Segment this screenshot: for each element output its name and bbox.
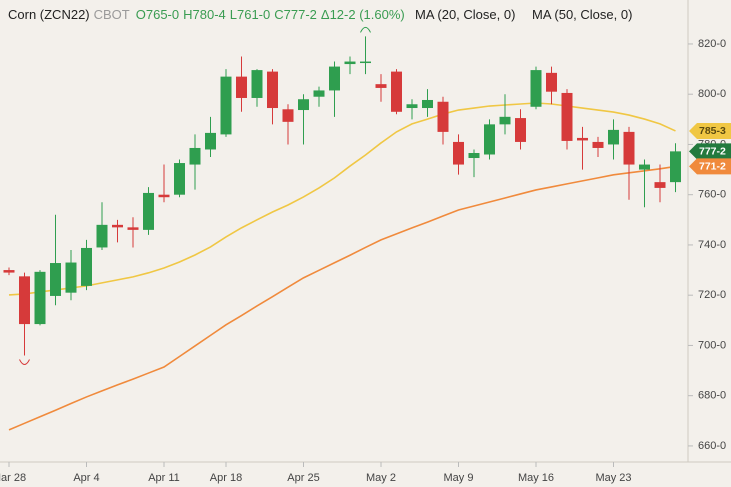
- candle-body: [143, 192, 154, 230]
- x-tick-label: Apr 4: [73, 472, 99, 484]
- candle-body: [112, 224, 123, 228]
- y-tick-label: 680-0: [698, 390, 726, 402]
- candle-body: [406, 104, 418, 109]
- price-tag-label: 785-3: [699, 125, 726, 137]
- exchange: CBOT: [93, 7, 130, 22]
- candle-body: [546, 72, 557, 92]
- low-marker: [19, 359, 30, 365]
- x-tick-label: May 23: [595, 472, 631, 484]
- high-marker: [360, 26, 371, 33]
- ma-line: [8, 165, 676, 431]
- candle-body: [344, 61, 356, 65]
- candle-body: [251, 70, 263, 98]
- candle-body: [608, 129, 619, 145]
- stat: H780-4: [183, 7, 226, 22]
- candle-body: [623, 131, 635, 165]
- candle-body: [391, 71, 402, 112]
- stat: Δ12-2 (1.60%): [320, 7, 405, 22]
- stat: C777-2: [274, 7, 317, 22]
- candle-body: [453, 141, 464, 165]
- candle-body: [267, 71, 278, 109]
- x-tick-label: Apr 11: [148, 472, 180, 484]
- candle-body: [329, 66, 340, 91]
- candle-body: [3, 270, 15, 273]
- header: Corn (ZCN22) CBOT O765-0 H780-4 L761-0 C777…: [8, 7, 405, 22]
- candle-body: [422, 99, 433, 109]
- title: Corn (ZCN22): [8, 7, 90, 22]
- candle-body: [236, 76, 247, 98]
- y-tick-label: 740-0: [698, 239, 726, 251]
- candle-body: [530, 70, 542, 107]
- y-tick-label: 700-0: [698, 339, 726, 351]
- candle-body: [654, 182, 666, 188]
- candle-body: [468, 152, 480, 159]
- candle-body: [577, 137, 588, 141]
- candle-body: [515, 118, 526, 142]
- candle-body: [670, 151, 681, 183]
- price-tag-label: 771-2: [699, 161, 726, 173]
- candle-body: [437, 101, 449, 132]
- candle-body: [592, 141, 604, 148]
- ma-line: [8, 102, 676, 296]
- candle-body: [50, 263, 61, 296]
- y-tick-label: 720-0: [698, 289, 726, 301]
- x-tick-label: May 2: [366, 472, 396, 484]
- candle-body: [81, 247, 92, 286]
- candle-body: [499, 116, 511, 125]
- candle-body: [205, 132, 216, 150]
- candle-body: [484, 124, 495, 155]
- y-tick-label: 820-0: [698, 38, 726, 50]
- stat: L761-0: [229, 7, 271, 22]
- candle-body: [65, 262, 77, 293]
- y-tick-label: 660-0: [698, 440, 726, 452]
- candle-body: [282, 109, 294, 122]
- candle-body: [639, 164, 650, 170]
- y-tick-label: 800-0: [698, 88, 726, 100]
- candle-body: [375, 84, 387, 88]
- candle-body: [19, 276, 30, 325]
- x-tick-label: Mar 28: [0, 472, 26, 484]
- x-tick-label: Apr 18: [210, 472, 242, 484]
- price-tag: [689, 122, 731, 139]
- price-tag: [689, 158, 731, 175]
- candle-body: [313, 90, 325, 97]
- candle-body: [220, 76, 232, 135]
- price-tag-label: 777-2: [699, 146, 726, 158]
- stat: O765-0: [135, 7, 180, 22]
- price-tag: [689, 143, 731, 160]
- y-tick-label: 760-0: [698, 189, 726, 201]
- candle-body: [174, 163, 185, 195]
- candle-body: [158, 194, 170, 198]
- x-tick-label: May 9: [444, 472, 474, 484]
- candle-body: [189, 147, 201, 165]
- legend-item: MA (20, Close, 0): [415, 7, 516, 22]
- candle-body: [298, 99, 309, 111]
- candle-body: [360, 61, 371, 64]
- candle-body: [96, 224, 108, 248]
- legend-item: MA (50, Close, 0): [532, 7, 633, 22]
- x-tick-label: May 16: [518, 472, 554, 484]
- candle-body: [561, 92, 573, 141]
- candle-body: [127, 227, 139, 230]
- x-tick-label: Apr 25: [287, 472, 319, 484]
- candle-body: [34, 271, 46, 325]
